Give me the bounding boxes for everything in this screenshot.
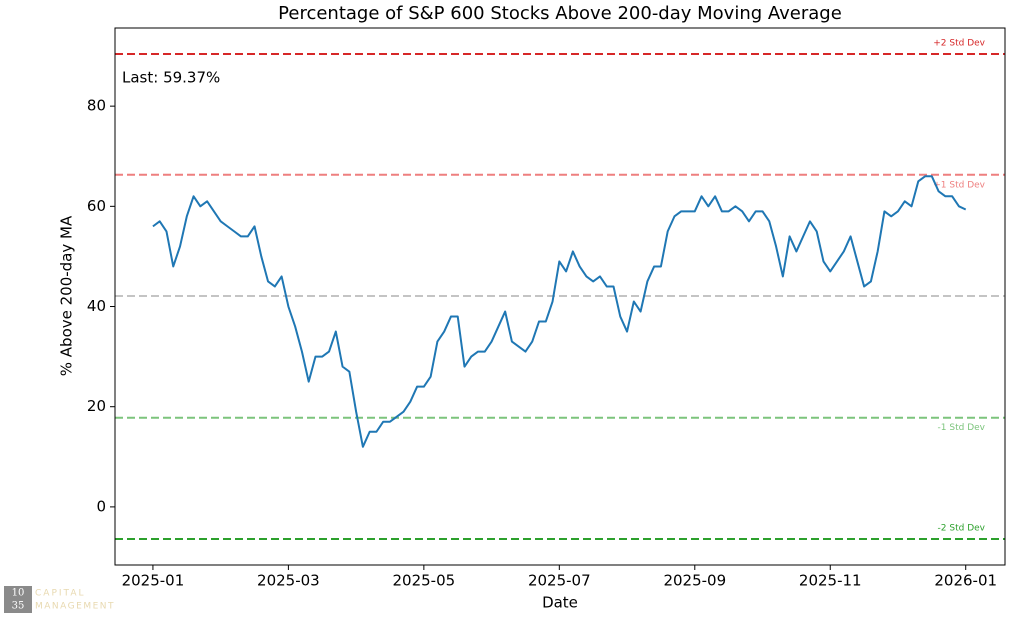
y-axis-label: % Above 200-day MA <box>58 215 76 376</box>
annotation: Last: 59.37% <box>122 69 220 87</box>
y-tick-label: 80 <box>87 97 106 115</box>
reference-label: -1 Std Dev <box>938 423 986 433</box>
x-tick-label: 2025-03 <box>257 572 320 590</box>
x-tick-label: 2025-05 <box>393 572 456 590</box>
y-tick-label: 20 <box>87 397 106 415</box>
logo-name: MANAGEMENT <box>35 602 115 612</box>
data-line <box>152 175 967 448</box>
x-tick-label: 2025-11 <box>799 572 862 590</box>
y-tick-label: 60 <box>87 197 106 215</box>
reference-label: -2 Std Dev <box>938 523 986 533</box>
x-tick-label: 2025-01 <box>122 572 185 590</box>
x-tick-label: 2025-09 <box>663 572 726 590</box>
logo-mark: 10 <box>12 588 25 599</box>
reference-label: +2 Std Dev <box>933 39 985 49</box>
logo-mark: 35 <box>12 601 25 612</box>
y-tick-label: 40 <box>87 297 106 315</box>
chart-title: Percentage of S&P 600 Stocks Above 200-d… <box>278 3 842 24</box>
logo-name: CAPITAL <box>35 589 86 599</box>
logo-box <box>4 586 32 613</box>
plot-frame <box>114 27 1006 566</box>
x-tick-label: 2025-07 <box>528 572 591 590</box>
x-tick-label: 2026-01 <box>934 572 997 590</box>
reference-label: +1 Std Dev <box>933 180 985 190</box>
x-axis-label: Date <box>542 594 578 612</box>
y-tick-label: 0 <box>96 497 106 515</box>
